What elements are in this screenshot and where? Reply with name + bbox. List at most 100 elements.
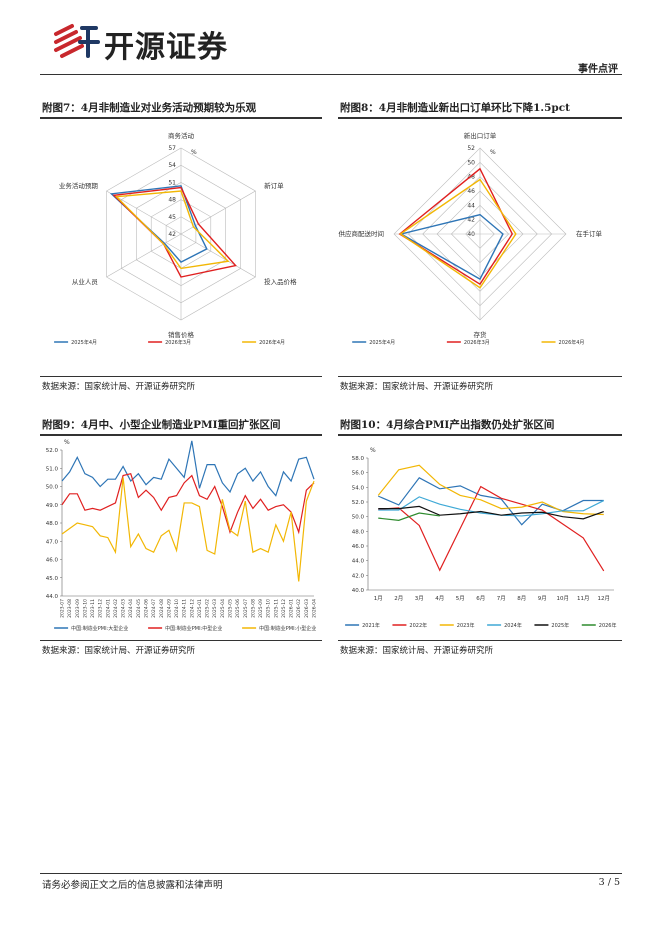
x-tick-label: 2025-10 bbox=[266, 599, 272, 618]
legend-label: 中国:制造业PMI:小型企业 bbox=[259, 625, 316, 632]
x-tick-label: 1月 bbox=[374, 595, 383, 602]
x-tick-label: 2025-06 bbox=[235, 599, 241, 618]
x-tick-label: 3月 bbox=[415, 595, 424, 602]
series-line bbox=[61, 477, 315, 582]
y-tick-label: 42.0 bbox=[352, 573, 365, 579]
unit-label: % bbox=[370, 447, 376, 454]
r-tick-label: 40 bbox=[467, 231, 475, 238]
axis-label: 在手订单 bbox=[576, 229, 603, 238]
series-polygon bbox=[112, 186, 237, 278]
legend-label: 中国:制造业PMI:中型企业 bbox=[165, 625, 222, 632]
r-tick-label: 57 bbox=[168, 145, 176, 152]
axis-label: 新订单 bbox=[264, 181, 284, 190]
series-polygon bbox=[114, 190, 230, 270]
y-tick-label: 45.0 bbox=[46, 576, 59, 582]
r-tick-label: 50 bbox=[467, 159, 475, 166]
x-tick-label: 2024-10 bbox=[174, 599, 180, 618]
series-polygon bbox=[399, 178, 517, 289]
x-tick-label: 2月 bbox=[394, 595, 403, 602]
x-tick-label: 8月 bbox=[517, 595, 526, 602]
x-tick-label: 2024-12 bbox=[189, 599, 195, 618]
x-tick-label: 2023-11 bbox=[90, 599, 96, 618]
source-rule bbox=[40, 640, 322, 641]
series-line bbox=[378, 485, 605, 572]
logo-icon bbox=[54, 24, 100, 58]
unit-label: % bbox=[490, 149, 496, 156]
figure-title: 附图8：4月非制造业新出口订单环比下降1.5pct bbox=[340, 102, 570, 114]
footer-disclaimer: 请务必参阅正文之后的信息披露和法律声明 bbox=[42, 880, 223, 891]
x-tick-label: 2026-03 bbox=[304, 599, 310, 618]
y-tick-label: 54.0 bbox=[352, 485, 365, 491]
axis-label: 从业人员 bbox=[72, 277, 99, 286]
page-number: 3 / 5 bbox=[598, 877, 620, 888]
unit-label: % bbox=[64, 439, 70, 446]
x-tick-label: 4月 bbox=[435, 595, 444, 602]
axis-label: 新出口订单 bbox=[464, 131, 497, 140]
title-rule bbox=[338, 117, 622, 119]
x-tick-label: 2025-02 bbox=[205, 599, 211, 618]
source-rule bbox=[40, 376, 322, 377]
series-line bbox=[378, 496, 605, 517]
x-tick-label: 2025-09 bbox=[258, 599, 264, 618]
source-rule bbox=[338, 376, 622, 377]
title-rule bbox=[40, 434, 322, 436]
x-tick-label: 12月 bbox=[598, 595, 611, 602]
y-tick-label: 48.0 bbox=[352, 529, 365, 535]
footer-rule bbox=[40, 873, 622, 874]
figure-title: 附图10：4月综合PMI产出指数仍处扩张区间 bbox=[340, 419, 555, 431]
r-tick-label: 44 bbox=[467, 202, 475, 209]
figure-source: 数据来源：国家统计局、开源证券研究所 bbox=[340, 382, 494, 392]
x-tick-label: 2023-07 bbox=[60, 599, 66, 618]
y-tick-label: 49.0 bbox=[46, 503, 59, 509]
legend-label: 2022年 bbox=[409, 622, 427, 629]
r-tick-label: 51 bbox=[168, 179, 176, 186]
r-tick-label: 42 bbox=[467, 217, 475, 224]
x-tick-label: 2025-11 bbox=[273, 599, 279, 618]
x-tick-label: 2026-04 bbox=[312, 599, 318, 618]
figure-title: 附图7：4月非制造业对业务活动预期较为乐观 bbox=[42, 102, 257, 114]
x-tick-label: 2024-02 bbox=[113, 599, 119, 618]
r-tick-label: 54 bbox=[168, 162, 176, 169]
axis-label: 商务活动 bbox=[168, 131, 195, 140]
spoke bbox=[180, 233, 256, 278]
legend-label: 2026年4月 bbox=[559, 339, 585, 346]
spoke bbox=[106, 190, 182, 235]
legend-label: 中国:制造业PMI:大型企业 bbox=[71, 625, 128, 632]
y-tick-label: 47.0 bbox=[46, 539, 59, 545]
y-tick-label: 51.0 bbox=[46, 466, 59, 472]
axis-label: 投入品价格 bbox=[264, 277, 297, 286]
x-tick-label: 2026-01 bbox=[289, 599, 295, 618]
y-tick-label: 46.0 bbox=[46, 558, 59, 564]
x-tick-label: 6月 bbox=[476, 595, 485, 602]
r-tick-label: 48 bbox=[467, 174, 475, 181]
legend-label: 2021年 bbox=[362, 622, 380, 629]
r-tick-label: 42 bbox=[168, 231, 176, 238]
x-tick-label: 2023-10 bbox=[82, 599, 88, 618]
series-line bbox=[377, 464, 604, 516]
series-line bbox=[378, 512, 440, 521]
x-tick-label: 2023-08 bbox=[67, 599, 73, 618]
x-tick-label: 2025-04 bbox=[220, 599, 226, 618]
y-tick-label: 44.0 bbox=[352, 559, 365, 565]
x-tick-label: 2025-08 bbox=[250, 599, 256, 618]
series-line bbox=[61, 440, 315, 497]
y-tick-label: 50.0 bbox=[352, 515, 365, 521]
figure-source: 数据来源：国家统计局、开源证券研究所 bbox=[340, 646, 494, 656]
chart: 44.0 45.0 46.0 47.0 48.0 49.0 50.0 51.0 52.0% 202… bbox=[46, 439, 318, 632]
figure-source: 数据来源：国家统计局、开源证券研究所 bbox=[42, 382, 196, 392]
legend-label: 2024年 bbox=[504, 622, 522, 629]
x-tick-label: 2026-02 bbox=[296, 599, 302, 618]
r-tick-label: 46 bbox=[467, 188, 475, 195]
x-tick-label: 11月 bbox=[577, 595, 590, 602]
x-tick-label: 2024-05 bbox=[136, 599, 142, 618]
x-tick-label: 2024-07 bbox=[151, 599, 157, 618]
legend-label: 2025年4月 bbox=[369, 339, 395, 346]
x-tick-label: 2024-03 bbox=[121, 599, 127, 618]
x-tick-label: 7月 bbox=[497, 595, 506, 602]
legend-label: 2026年3月 bbox=[165, 339, 191, 346]
chart: 40.0 42.0 44.0 46.0 48.0 50.0 52.0 54.0 56.0 58.0… bbox=[345, 447, 617, 629]
x-tick-label: 9月 bbox=[538, 595, 547, 602]
x-tick-label: 2024-08 bbox=[159, 599, 165, 618]
